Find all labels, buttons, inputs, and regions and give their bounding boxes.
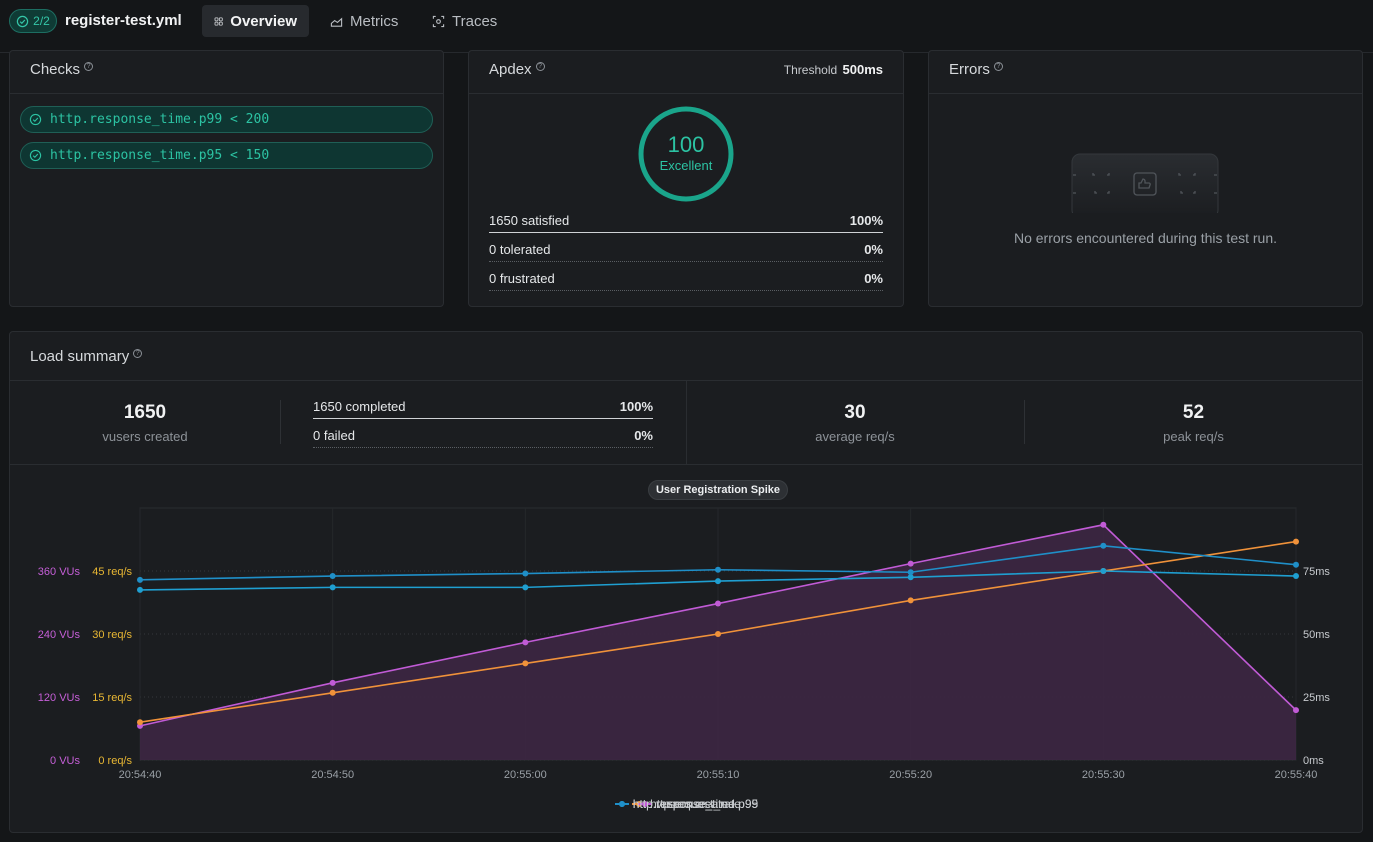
grid-icon bbox=[214, 16, 223, 26]
area-chart-icon bbox=[330, 16, 343, 27]
load-summary-title: Load summary ? bbox=[30, 348, 143, 365]
top-bar: 2/2 register-test.yml Overview Metrics T… bbox=[0, 0, 1373, 53]
apdex-row-frustrated: 0 frustrated 0% bbox=[489, 271, 883, 291]
check-item-text: http.response_time.p95 < 150 bbox=[50, 148, 270, 163]
legend-swatch bbox=[638, 801, 653, 807]
errors-panel: Errors ? No errors encountered during th… bbox=[928, 50, 1363, 307]
divider bbox=[10, 380, 1362, 381]
legend-label: vusers.created bbox=[656, 797, 735, 811]
help-icon[interactable]: ? bbox=[84, 62, 94, 71]
legend-item[interactable]: vusers.created bbox=[638, 797, 735, 811]
peak-rps-value: 52 bbox=[1182, 402, 1205, 423]
failed-row: 0 failed 0% bbox=[313, 428, 653, 448]
apdex-score-ring: 100 Excellent bbox=[637, 105, 735, 203]
thumbs-up-icon bbox=[1071, 153, 1219, 219]
checks-panel: Checks ? http.response_time.p99 < 200 ht… bbox=[9, 50, 444, 307]
divider bbox=[469, 93, 903, 94]
avg-rps-label: average req/s bbox=[815, 429, 895, 444]
row-label: 1650 satisfied bbox=[489, 213, 570, 228]
divider bbox=[1024, 400, 1025, 444]
load-summary-title-text: Load summary bbox=[30, 348, 130, 365]
legend-swatch bbox=[614, 801, 629, 807]
apdex-threshold: Threshold 500ms bbox=[784, 62, 883, 77]
file-title: register-test.yml bbox=[65, 12, 182, 29]
row-value: 100% bbox=[619, 399, 653, 414]
check-item[interactable]: http.response_time.p95 < 150 bbox=[20, 142, 433, 169]
row-value: 100% bbox=[849, 213, 883, 228]
errors-title: Errors ? bbox=[949, 61, 1003, 78]
vusers-created-label: vusers created bbox=[102, 429, 188, 444]
status-badge-text: 2/2 bbox=[33, 14, 50, 28]
tab-overview[interactable]: Overview bbox=[202, 5, 309, 37]
apdex-panel: Apdex ? Threshold 500ms 100 Excellent 16… bbox=[468, 50, 904, 307]
row-value: 0% bbox=[864, 271, 883, 286]
tab-traces-label: Traces bbox=[452, 12, 498, 30]
threshold-value: 500ms bbox=[842, 62, 883, 77]
row-value: 0% bbox=[634, 428, 653, 443]
vusers-created-value: 1650 bbox=[123, 402, 167, 423]
apdex-title-text: Apdex bbox=[489, 61, 532, 78]
apdex-row-tolerated: 0 tolerated 0% bbox=[489, 242, 883, 262]
apdex-title: Apdex ? bbox=[489, 61, 545, 78]
row-label: 0 frustrated bbox=[489, 271, 555, 286]
divider bbox=[686, 381, 687, 464]
empty-state-illustration bbox=[1071, 153, 1219, 219]
check-circle-icon bbox=[29, 113, 42, 126]
row-label: 0 tolerated bbox=[489, 242, 551, 257]
scan-icon bbox=[432, 15, 445, 27]
threshold-label: Threshold bbox=[783, 63, 838, 77]
help-icon[interactable]: ? bbox=[993, 62, 1003, 71]
avg-rps-value: 30 bbox=[844, 402, 866, 423]
legend-item[interactable]: http.response_time.p99 bbox=[614, 797, 759, 811]
tab-metrics-label: Metrics bbox=[350, 12, 399, 30]
tab-overview-label: Overview bbox=[230, 12, 297, 30]
check-circle-icon bbox=[29, 149, 42, 162]
help-icon[interactable]: ? bbox=[133, 349, 143, 358]
checks-title: Checks ? bbox=[30, 61, 94, 78]
divider bbox=[10, 93, 443, 94]
check-item-text: http.response_time.p99 < 200 bbox=[50, 112, 270, 127]
row-value: 0% bbox=[864, 242, 883, 257]
peak-rps-label: peak req/s bbox=[1163, 429, 1224, 444]
errors-title-text: Errors bbox=[949, 61, 990, 78]
divider bbox=[280, 400, 281, 444]
check-circle-icon bbox=[16, 15, 29, 27]
apdex-row-satisfied: 1650 satisfied 100% bbox=[489, 213, 883, 233]
divider bbox=[929, 93, 1362, 94]
check-item[interactable]: http.response_time.p99 < 200 bbox=[20, 106, 433, 133]
tab-metrics[interactable]: Metrics bbox=[318, 5, 410, 37]
chart-legend: http.request_rate http.response_time.p95… bbox=[0, 797, 1373, 815]
completed-row: 1650 completed 100% bbox=[313, 399, 653, 419]
errors-empty-message: No errors encountered during this test r… bbox=[1013, 230, 1278, 246]
legend-label: http.response_time.p99 bbox=[632, 797, 759, 811]
legend-label: http.request_rate bbox=[650, 797, 741, 811]
chart-title: User Registration Spike bbox=[648, 480, 788, 500]
tab-traces[interactable]: Traces bbox=[420, 5, 509, 37]
help-icon[interactable]: ? bbox=[535, 62, 545, 71]
load-summary-panel: Load summary ? 1650 vusers created 1650 … bbox=[9, 331, 1363, 833]
row-label: 1650 completed bbox=[313, 399, 406, 414]
legend-label: http.response_time.p95 bbox=[632, 797, 759, 811]
apdex-rating: Excellent bbox=[659, 158, 713, 173]
checks-status-badge[interactable]: 2/2 bbox=[9, 9, 57, 33]
apdex-ring-graphic bbox=[638, 106, 734, 202]
checks-title-text: Checks bbox=[30, 61, 81, 78]
row-label: 0 failed bbox=[313, 428, 355, 443]
apdex-score: 100 bbox=[667, 132, 705, 157]
divider bbox=[10, 464, 1362, 465]
